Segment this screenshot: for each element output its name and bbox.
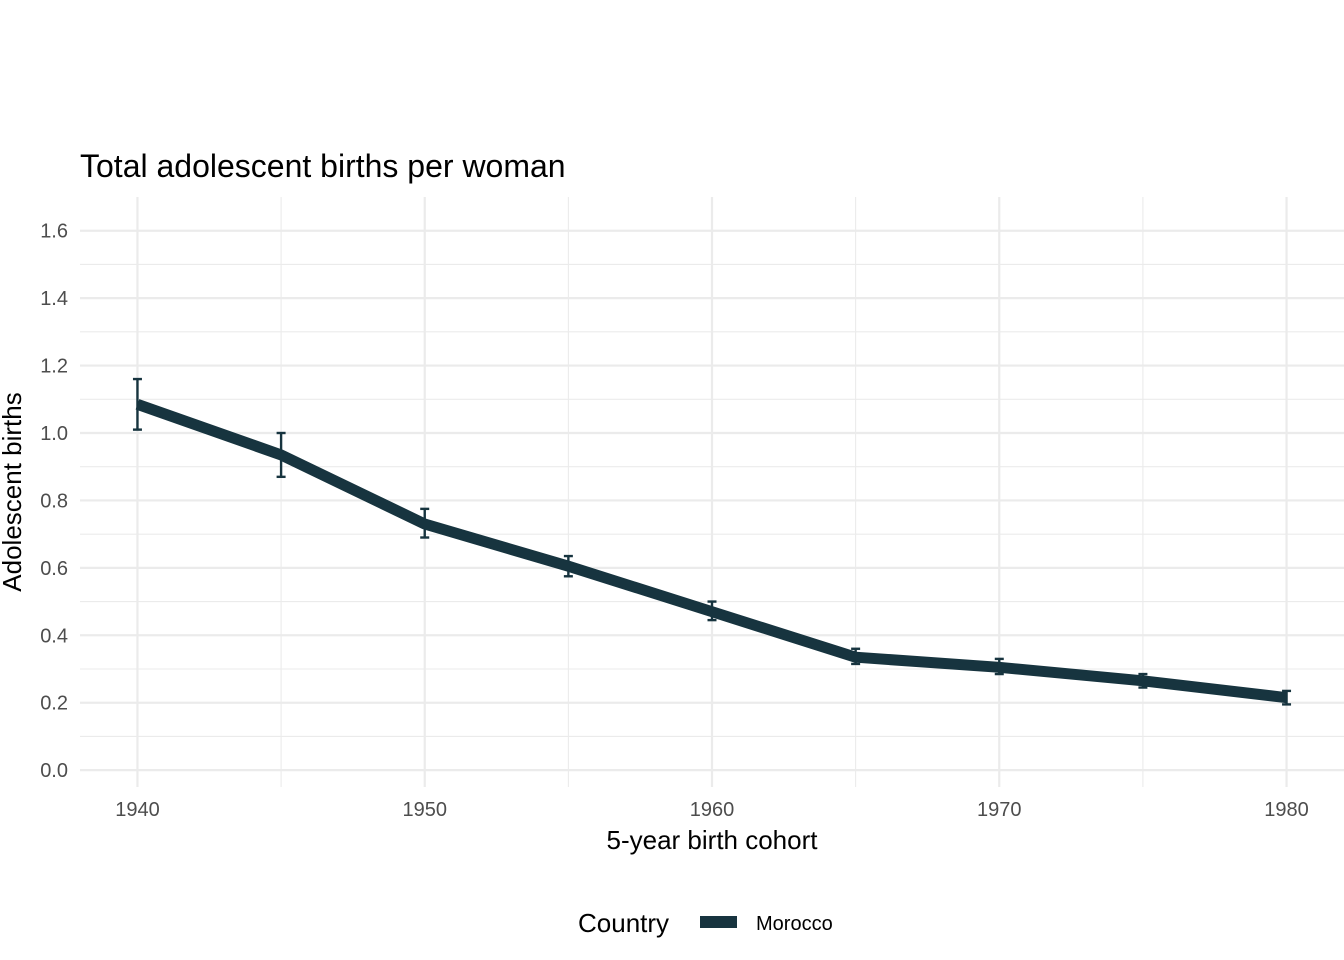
x-axis-title: 5-year birth cohort	[607, 825, 819, 855]
y-tick-label: 0.0	[40, 760, 68, 782]
y-tick-labels: 0.0 0.2 0.4 0.6 0.8 1.0 1.2 1.4 1.6	[40, 221, 68, 782]
y-tick-label: 1.6	[40, 221, 68, 243]
x-tick-label: 1980	[1264, 799, 1309, 821]
legend-key-morocco	[700, 916, 737, 928]
y-tick-label: 0.4	[40, 625, 68, 647]
error-bar	[132, 377, 142, 431]
major-gridlines	[80, 197, 1344, 787]
x-tick-label: 1950	[402, 799, 447, 821]
x-tick-labels: 1940 1950 1960 1970 1980	[115, 799, 1309, 821]
chart-title: Total adolescent births per woman	[80, 148, 566, 184]
y-tick-label: 1.0	[40, 423, 68, 445]
legend-title: Country	[578, 908, 669, 938]
legend: Country Morocco	[578, 908, 833, 938]
y-tick-label: 0.6	[40, 558, 68, 580]
x-tick-label: 1960	[690, 799, 735, 821]
series-lines	[135, 399, 1288, 704]
y-tick-label: 1.4	[40, 288, 68, 310]
x-tick-label: 1940	[115, 799, 160, 821]
series-line-morocco	[135, 399, 1288, 704]
legend-label-morocco: Morocco	[756, 913, 833, 935]
y-axis-title: Adolescent births	[0, 392, 27, 591]
y-tick-label: 1.2	[40, 356, 68, 378]
x-tick-label: 1970	[977, 799, 1022, 821]
y-tick-label: 0.2	[40, 693, 68, 715]
y-tick-label: 0.8	[40, 490, 68, 512]
